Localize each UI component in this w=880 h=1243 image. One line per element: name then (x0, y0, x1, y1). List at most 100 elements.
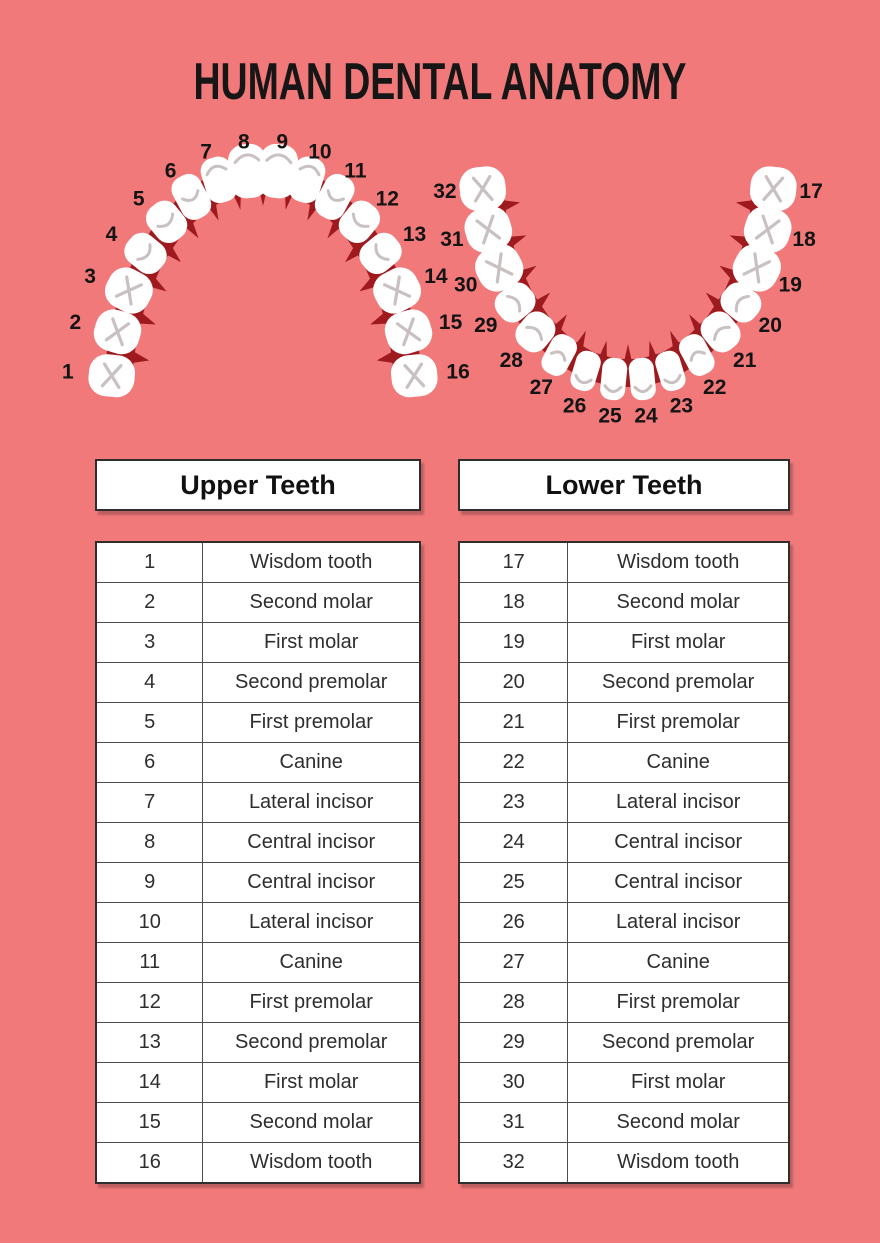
tooth-number-cell: 13 (95, 1022, 204, 1063)
tooth-crown (720, 282, 762, 323)
table-row: 30 First molar (458, 1062, 790, 1103)
tooth-highlight (550, 350, 567, 362)
table-row: 27 Canine (458, 942, 790, 983)
table-row: 4 Second premolar (95, 662, 421, 703)
tooth-highlight (181, 189, 200, 202)
tooth-number-cell: 9 (95, 862, 204, 903)
lower-teeth-table: 17 Wisdom tooth 18 Second molar 19 First mola… (458, 541, 790, 1184)
tooth-name-cell: Second premolar (202, 1022, 421, 1063)
tooth-number-label: 8 (238, 131, 250, 154)
tooth-crown (171, 173, 212, 220)
tooth-shape (628, 357, 656, 401)
tooth-number-cell: 27 (458, 942, 569, 983)
tooth-shape (679, 334, 715, 376)
tooth-number-label: 27 (530, 376, 553, 399)
table-row: 12 First premolar (95, 982, 421, 1023)
incisor-highlight (233, 153, 261, 165)
tooth-highlight (734, 294, 750, 313)
tooth-number-cell: 15 (95, 1102, 204, 1143)
tooth-shape (475, 244, 524, 292)
incisor-highlight (633, 384, 653, 394)
tooth-name-cell: Canine (202, 742, 421, 783)
molar-fissure-mark (762, 175, 785, 203)
tooth-name-cell: Wisdom tooth (202, 541, 421, 583)
tooth-number-cell: 7 (95, 782, 204, 823)
table-row: 15 Second molar (95, 1102, 421, 1143)
tooth-number-label: 17 (799, 180, 822, 203)
molar-fissure-mark (403, 362, 426, 389)
tooth-shape (464, 206, 513, 253)
tooth-number-label: 10 (308, 141, 331, 164)
molar-fissure-mark (395, 317, 422, 347)
tooth-name-cell: Second molar (567, 582, 790, 623)
tooth-name-cell: First premolar (202, 702, 421, 743)
tooth-number-cell: 30 (458, 1062, 569, 1103)
tooth-number-label: 2 (70, 311, 82, 334)
table-row: 28 First premolar (458, 982, 790, 1023)
tooth-highlight (506, 294, 522, 313)
tooth-name-cell: First molar (202, 622, 421, 663)
tooth-number-label: 7 (200, 141, 212, 164)
tooth-number-cell: 32 (458, 1142, 569, 1184)
tooth-number-cell: 26 (458, 902, 569, 943)
tooth-number-label: 32 (433, 180, 456, 203)
table-row: 17 Wisdom tooth (458, 541, 790, 583)
tooth-number-cell: 3 (95, 622, 204, 663)
tooth-shape (541, 334, 577, 376)
tooth-shape (200, 156, 238, 204)
tooth-name-cell: Second premolar (567, 662, 790, 703)
tooth-number-cell: 4 (95, 662, 204, 703)
tooth-shape (515, 311, 556, 353)
tooth-highlight (374, 243, 390, 261)
tooth-name-cell: Second premolar (202, 662, 421, 703)
tooth-number-label: 28 (500, 349, 524, 372)
tooth-name-cell: Central incisor (202, 822, 421, 863)
molar-fissure-mark (100, 362, 123, 389)
tooth-shape (390, 354, 438, 398)
tooth-shape (749, 166, 797, 212)
table-row: 10 Lateral incisor (95, 902, 421, 943)
tooth-name-cell: Central incisor (567, 862, 790, 903)
molar-fissure-mark (484, 252, 514, 284)
lower-teeth-header: Lower Teeth (458, 459, 790, 511)
tooth-number-label: 25 (598, 404, 622, 427)
table-row: 22 Canine (458, 742, 790, 783)
table-row: 20 Second premolar (458, 662, 790, 703)
tooth-crown (359, 232, 402, 275)
tooth-highlight (136, 243, 152, 261)
lower-teeth-header-label: Lower Teeth (545, 470, 703, 500)
incisor-highlight (663, 373, 682, 385)
table-row: 3 First molar (95, 622, 421, 663)
tooth-number-cell: 16 (95, 1142, 204, 1184)
table-row: 31 Second molar (458, 1102, 790, 1143)
molar-fissure-mark (383, 275, 412, 306)
tooth-number-cell: 10 (95, 902, 204, 943)
table-row: 6 Canine (95, 742, 421, 783)
molar-fissure-mark (475, 214, 502, 245)
tooth-number-cell: 17 (458, 541, 569, 583)
table-row: 13 Second premolar (95, 1022, 421, 1063)
molar-fissure-mark (742, 252, 772, 284)
table-row: 23 Lateral incisor (458, 782, 790, 823)
tooth-shape (655, 350, 686, 392)
tooth-number-label: 3 (84, 265, 96, 288)
tooth-number-label: 11 (344, 160, 367, 183)
tooth-name-cell: First premolar (567, 702, 790, 743)
tooth-name-cell: Central incisor (567, 822, 790, 863)
tooth-name-cell: Canine (567, 742, 790, 783)
tooth-shape (384, 309, 433, 355)
tooth-name-cell: Lateral incisor (567, 902, 790, 943)
tooth-shape (570, 350, 601, 392)
tooth-highlight (713, 325, 731, 341)
tooth-number-cell: 6 (95, 742, 204, 783)
table-row: 19 First molar (458, 622, 790, 663)
tooth-name-cell: Wisdom tooth (567, 541, 790, 583)
table-row: 8 Central incisor (95, 822, 421, 863)
molar-fissure-mark (471, 175, 494, 203)
tooth-number-cell: 22 (458, 742, 569, 783)
tooth-shape (93, 309, 142, 355)
tooth-shape (720, 282, 762, 323)
table-row: 25 Central incisor (458, 862, 790, 903)
incisor-highlight (298, 164, 321, 177)
table-row: 24 Central incisor (458, 822, 790, 863)
